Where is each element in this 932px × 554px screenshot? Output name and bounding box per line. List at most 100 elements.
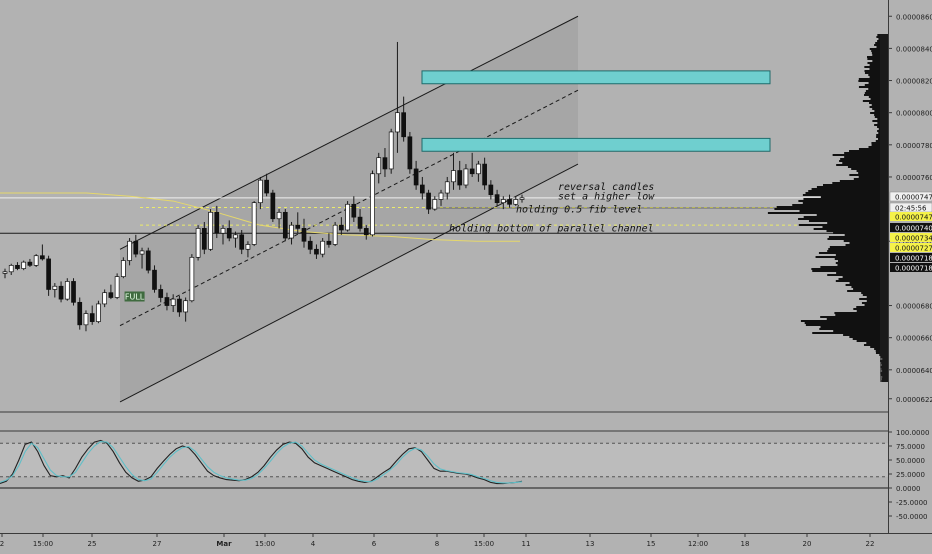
volume-profile-bar [864,70,888,72]
candle-bullish [233,234,238,239]
volume-profile-bar [866,300,888,302]
price-label: 0.00007405 [895,225,932,233]
candle-bearish [46,258,51,290]
volume-profile-bar [844,152,888,154]
volume-profile-bar [845,244,888,246]
badge-full-label: FULL [125,293,145,302]
candle-bullish [432,199,438,210]
candle-bullish [345,203,350,231]
price-label: 0.00007471 [895,214,932,222]
candle-bullish [476,163,481,175]
volume-profile-bar [870,98,888,100]
volume-profile-bar [864,304,888,306]
price-label: 02:45:56 [895,205,927,213]
oscillator-tick-label: -25.0000 [896,499,927,507]
candle-bullish [500,199,506,204]
candle-bullish [388,131,394,170]
time-tick-label: 22 [866,540,875,548]
volume-profile-bar [833,232,888,234]
volume-profile-bar [856,310,888,312]
volume-profile-bar [835,254,888,256]
volume-profile-bar [820,326,888,328]
volume-profile-bar [811,188,888,190]
volume-profile-bar [838,278,888,280]
annotation-text: holding 0.5 fib level [516,204,642,215]
candle-bullish [451,170,456,183]
time-tick-label: 18 [741,540,750,548]
volume-profile-bar [792,204,888,206]
candle-bearish [15,265,20,269]
time-tick-label: Mar [216,540,232,548]
candle-bearish [469,168,475,175]
oscillator-pane[interactable] [0,430,888,489]
candle-bullish [21,261,27,269]
volume-profile-bar [829,246,888,248]
volume-profile-bar [863,344,888,346]
candle-bullish [52,285,58,290]
oscillator-tick-label: 100.0000 [896,429,929,437]
price-label: 0.00007475 [895,194,932,202]
volume-profile-bar [870,346,888,348]
candle-bullish [33,255,39,266]
volume-profile-bar [839,160,888,162]
volume-profile-bar [849,282,888,284]
volume-profile-bar [837,264,888,266]
volume-profile-bar [820,316,888,318]
price-label-box [890,253,932,262]
time-tick-label: 25 [88,540,97,548]
main-pane[interactable] [0,15,888,413]
candle-bullish [220,228,226,234]
volume-profile-bar [842,276,888,278]
volume-profile-bar [816,186,888,188]
volume-profile-bar [853,178,888,180]
volume-profile-bar [868,88,888,90]
volume-profile-bar [826,230,888,232]
oscillator-tick-label: 25.0000 [896,471,925,479]
volume-profile-bar [853,308,888,310]
candle-bullish [376,157,382,175]
candle-bullish [195,228,201,258]
volume-profile-bar [858,172,888,174]
supply-zone-0 [421,70,771,85]
volume-profile-bar [834,312,888,314]
stoch-d-line [0,440,523,484]
volume-profile-bar [833,330,888,332]
volume-profile-bar [799,210,888,212]
time-tick-label: 27 [153,540,162,548]
volume-profile-bar [776,206,888,208]
time-tick-label: 8 [435,540,439,548]
candle-bearish [314,248,319,255]
price-label-box [890,243,932,252]
candle-bearish [339,224,344,231]
price-label-box [889,191,932,202]
volume-profile-bar [844,234,888,236]
candles [2,41,525,332]
time-axis: 2 15:00 25 27 Mar 15:00 4 6 8 15:00 11 13 15 12:00 18 2… [0,533,932,548]
volume-profile-bar [811,268,888,270]
time-tick-label: 4 [311,540,316,548]
candle-bearish [214,211,220,234]
oscillator-tick-label: 0.0000 [896,485,921,493]
candle-bearish [40,255,45,260]
candle-bullish [519,197,525,200]
volume-profile-bar [816,214,888,216]
candle-bearish [482,163,487,186]
volume-profile-bar [866,296,888,298]
volume-profile-bar [804,322,888,324]
candle-bullish [276,211,282,220]
volume-profile-bar [864,84,888,86]
volume-profile-bar [822,226,888,228]
candle-bearish [158,289,164,298]
volume-profile-bar [865,90,888,92]
volume-profile-bar [864,92,888,94]
volume-profile-bar [852,338,888,340]
volume-profile-bar [798,200,888,202]
price-label-box [890,233,932,242]
candle-bearish [177,298,182,313]
